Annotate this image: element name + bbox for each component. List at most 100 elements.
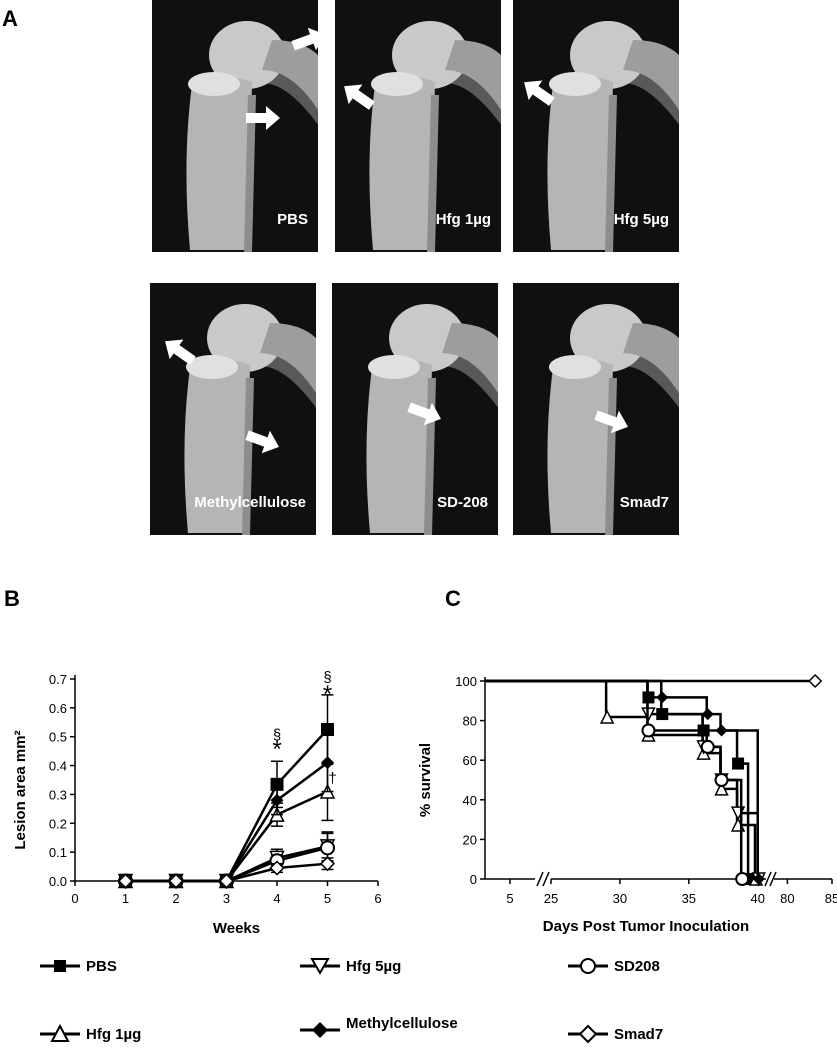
y-axis-label: Lesion area mm²: [12, 730, 29, 849]
legend-label: Hfg 1µg: [86, 1025, 142, 1043]
x-tick-label: 4: [273, 891, 280, 906]
data-point: [321, 756, 334, 770]
legend-marker-circle: [568, 958, 608, 974]
annotation: †: [328, 770, 336, 787]
survival-curve: [485, 679, 759, 879]
x-tick-label: 35: [682, 891, 696, 906]
bone-shapes: [150, 283, 316, 535]
data-point: [269, 853, 285, 869]
data-point: [599, 709, 615, 724]
series-line: [125, 790, 329, 883]
legend-marker-triangle: [40, 1024, 80, 1042]
x-axis-label: Weeks: [213, 920, 260, 937]
y-tick-label: 20: [463, 832, 477, 847]
xray-label: Hfg 5µg: [613, 211, 669, 228]
arrow-icon: [246, 106, 280, 130]
data-point: [730, 817, 746, 832]
xray-hfg-1ug: Hfg 1µg: [335, 0, 501, 252]
series-line: [125, 761, 329, 883]
x-tick-label: 85: [825, 891, 837, 906]
data-point: [117, 873, 134, 890]
annotation: §: [273, 727, 281, 744]
x-tick-label: 40: [750, 891, 764, 906]
data-point: [319, 839, 336, 855]
legend-item-pbs: PBS: [38, 956, 117, 976]
data-point: [270, 777, 284, 791]
data-point: [696, 740, 711, 755]
data-point: [641, 707, 656, 722]
axis-break: [769, 871, 777, 887]
xray-bone-image: [152, 0, 318, 252]
series-line: [125, 846, 328, 883]
data-point: [220, 874, 233, 888]
axis-break: [536, 871, 544, 887]
survival-curve: [485, 679, 759, 879]
y-tick-label: 0.6: [49, 701, 67, 716]
xray-label: Hfg 1µg: [435, 211, 491, 228]
data-point: [641, 723, 656, 738]
y-tick-label: 60: [463, 753, 477, 768]
y-tick-label: 0.2: [49, 816, 67, 831]
xray-label: PBS: [277, 211, 308, 228]
legend-label: Hfg 5µg: [346, 957, 402, 975]
panel-letter-b: B: [4, 586, 20, 611]
data-point: [696, 745, 711, 760]
annotation: *: [272, 736, 281, 763]
series-line: [125, 728, 329, 883]
data-point: [270, 793, 284, 807]
data-point: [641, 727, 656, 742]
x-tick-label: 25: [544, 891, 558, 906]
data-point: [168, 873, 184, 889]
legend-item-smad7: Smad7: [566, 1024, 663, 1044]
arrow-icon: [592, 404, 632, 438]
xray-bone-image: [513, 0, 679, 252]
y-axis-label: % survival: [417, 743, 434, 817]
y-tick-label: 0.5: [49, 730, 67, 745]
data-point: [808, 673, 823, 689]
data-point: [169, 874, 183, 888]
bone-shapes: [513, 0, 679, 252]
x-tick-label: 1: [122, 891, 129, 906]
y-tick-label: 0.3: [49, 787, 67, 802]
xray-bone-image: [335, 0, 501, 252]
arrow-icon: [243, 424, 283, 458]
xray-label: Smad7: [619, 494, 669, 511]
xray-sd-208: SD-208: [332, 283, 498, 535]
data-point: [319, 783, 336, 799]
data-point: [119, 874, 132, 888]
xray-methylcellulose: Methylcellulose: [150, 283, 316, 535]
data-point: [269, 806, 285, 822]
data-point: [119, 874, 132, 888]
series-line: [125, 862, 328, 883]
data-point: [269, 860, 285, 876]
data-point: [656, 691, 669, 704]
survival-curve: [485, 679, 757, 879]
y-tick-label: 80: [463, 714, 477, 729]
data-point: [269, 850, 285, 867]
axis-break: [764, 871, 772, 887]
survival-curve: [485, 679, 750, 879]
data-point: [118, 873, 133, 889]
axis-break: [542, 871, 550, 887]
data-point: [218, 872, 235, 889]
annotation: *: [323, 681, 332, 708]
y-tick-label: 0.0: [49, 874, 67, 889]
y-tick-label: 100: [455, 674, 477, 689]
legend-item-hfg-5ug: Hfg 5µg: [298, 956, 401, 976]
xray-label: Methylcellulose: [194, 494, 306, 511]
y-tick-label: 0.7: [49, 672, 67, 687]
data-point: [219, 873, 234, 889]
x-tick-label: 6: [374, 891, 381, 906]
data-point: [751, 872, 766, 887]
legend-item-hfg-1ug: Hfg 1µg: [38, 1024, 141, 1044]
x-tick-label: 0: [71, 891, 78, 906]
data-point: [319, 856, 336, 872]
x-tick-label: 3: [223, 891, 230, 906]
legend-item-sd208: SD208: [566, 956, 660, 976]
legend-label: Methylcellulose: [346, 1014, 458, 1032]
y-tick-label: 0.4: [49, 759, 67, 774]
x-axis-label: Days Post Tumor Inoculation: [543, 918, 749, 935]
xray-hfg-5ug: Hfg 5µg: [513, 0, 679, 252]
data-point: [218, 873, 235, 890]
data-point: [732, 757, 745, 770]
